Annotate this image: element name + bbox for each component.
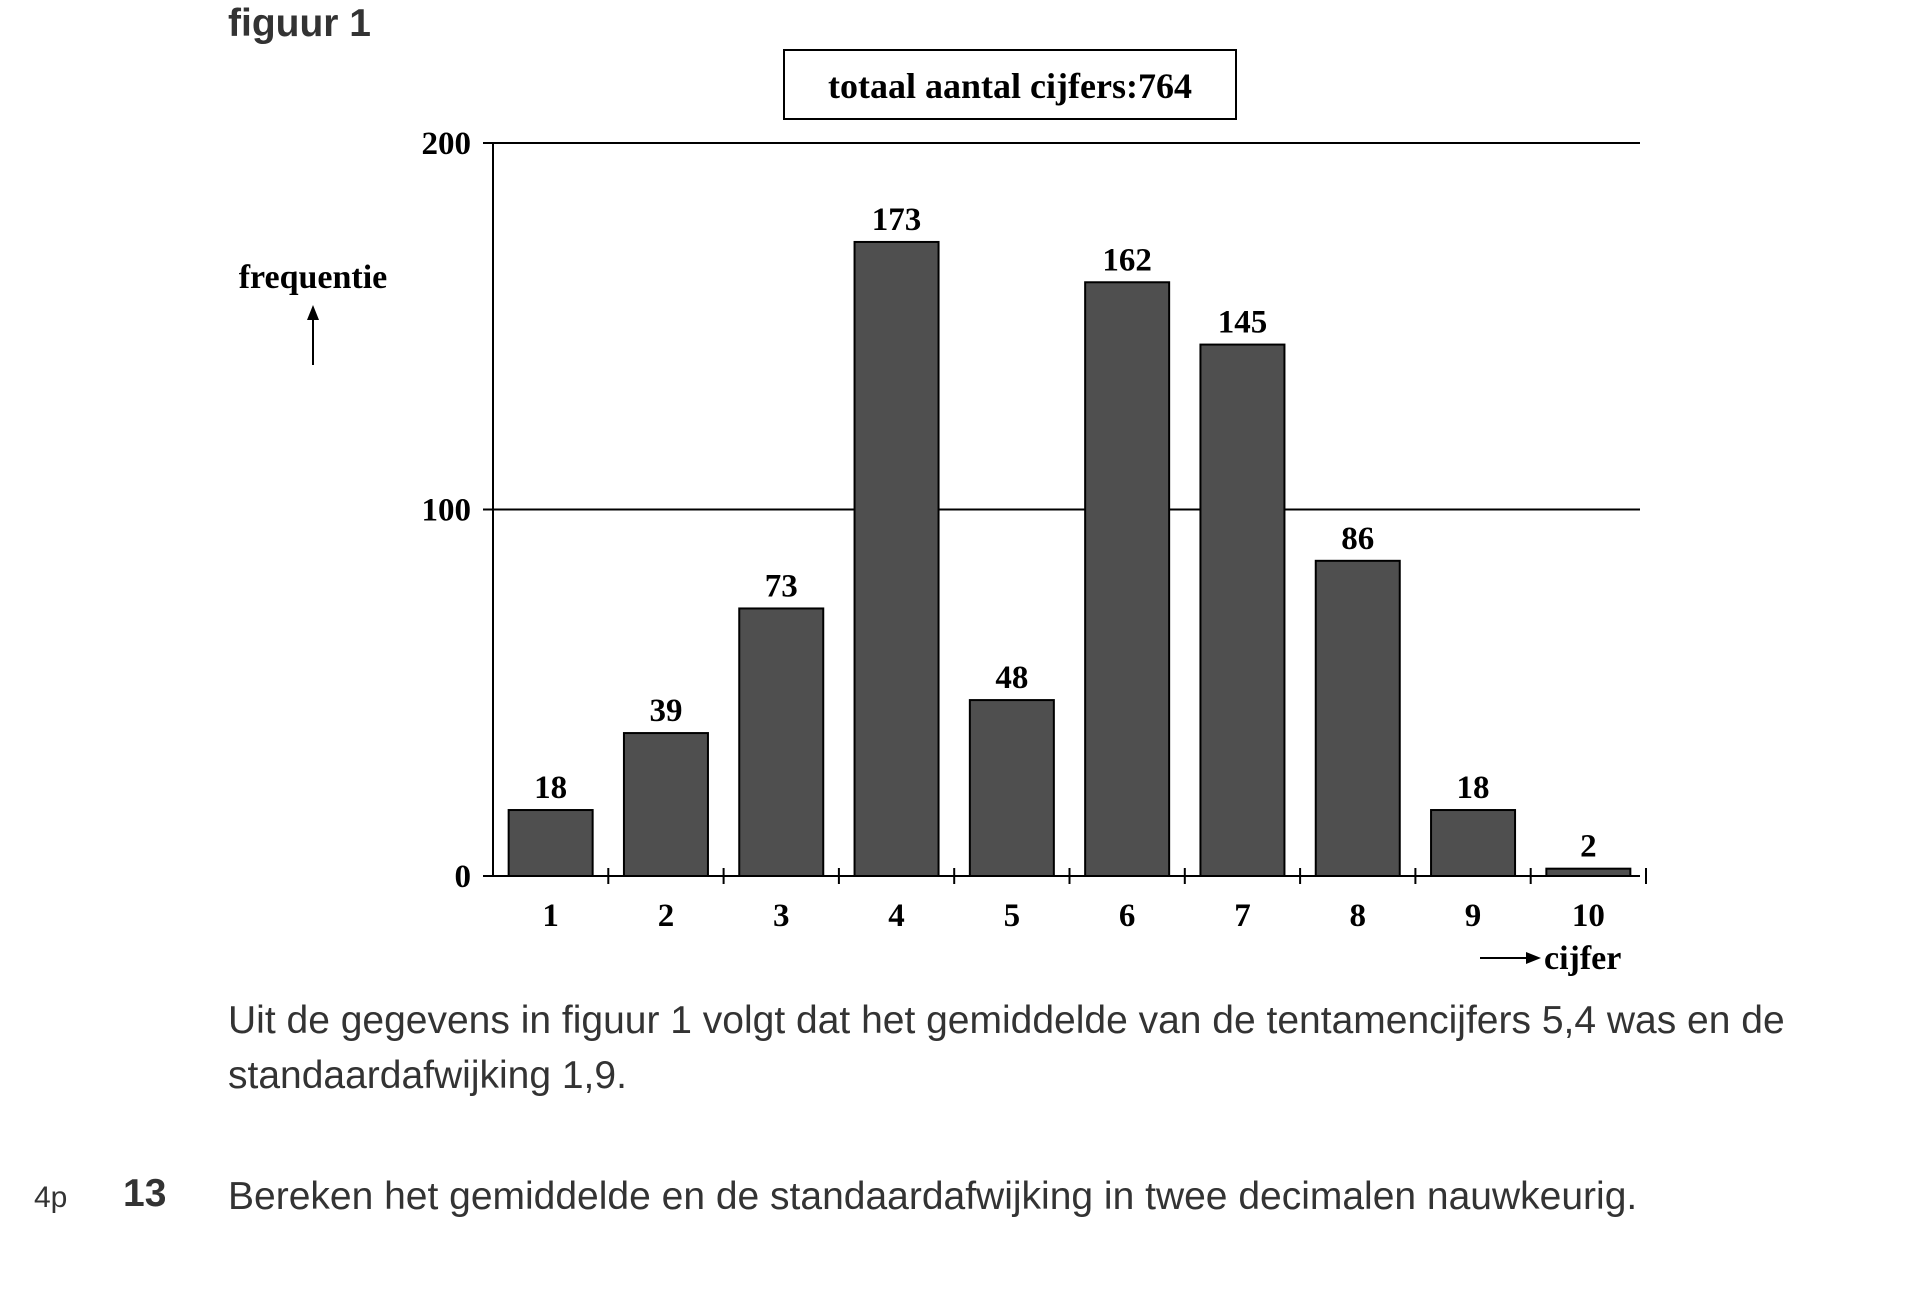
bar (622, 732, 709, 877)
x-tick-label: 1 (542, 898, 559, 934)
y-tick-label: 100 (422, 493, 472, 529)
bar (1545, 867, 1632, 877)
x-tick-label: 9 (1465, 898, 1482, 934)
bar (738, 607, 825, 878)
bar (968, 699, 1055, 878)
bar-chart: totaal aantal cijfers:764 01002001813927… (239, 49, 1647, 977)
question-text: Bereken het gemiddelde en de standaardaf… (228, 1175, 1638, 1218)
bar (507, 809, 594, 878)
x-tick-label: 7 (1234, 898, 1251, 934)
x-tick-label: 8 (1350, 898, 1367, 934)
figure-label: figuur 1 (228, 2, 371, 45)
x-arrow-head-icon (1526, 952, 1541, 964)
x-tick-label: 4 (888, 898, 905, 934)
data-label: 86 (1341, 521, 1374, 557)
y-arrow-head-icon (307, 305, 319, 320)
x-tick-label: 2 (658, 898, 675, 934)
bar (1199, 343, 1286, 877)
x-axis-label-group: cijfer (1480, 940, 1621, 977)
bar (853, 240, 940, 877)
y-axis-label: frequentie (239, 259, 388, 296)
data-label: 173 (872, 202, 922, 238)
data-label: 18 (1457, 770, 1490, 806)
plot-area: 0 100 200 18 1 39 2 73 3 173 4 48 5 162 6 145 7 86 8 18 9 2 10 (422, 126, 1647, 934)
data-label: 18 (534, 770, 567, 806)
x-tick-label: 10 (1572, 898, 1605, 934)
bar (1430, 809, 1517, 878)
x-tick-label: 5 (1004, 898, 1021, 934)
data-label: 73 (765, 568, 798, 604)
y-tick-label: 200 (422, 126, 472, 162)
x-tick-label: 6 (1119, 898, 1136, 934)
bar (1314, 559, 1401, 877)
bar (1084, 281, 1171, 877)
data-label: 162 (1102, 242, 1152, 278)
x-tick-label: 3 (773, 898, 790, 934)
chart-title: totaal aantal cijfers:764 (828, 66, 1192, 106)
data-label: 48 (995, 660, 1028, 696)
data-label: 2 (1580, 829, 1597, 865)
x-axis-label: cijfer (1544, 940, 1621, 977)
data-label: 145 (1218, 305, 1268, 341)
chart-title-box: totaal aantal cijfers:764 (783, 49, 1237, 120)
question-number: 13 (123, 1172, 167, 1215)
y-tick-label: 0 (455, 859, 472, 895)
data-label: 39 (649, 693, 682, 729)
question-points: 4p (34, 1181, 68, 1214)
explanation-paragraph: Uit de gegevens in figuur 1 volgt dat he… (228, 999, 1785, 1097)
y-axis-label-group: frequentie (239, 259, 388, 365)
